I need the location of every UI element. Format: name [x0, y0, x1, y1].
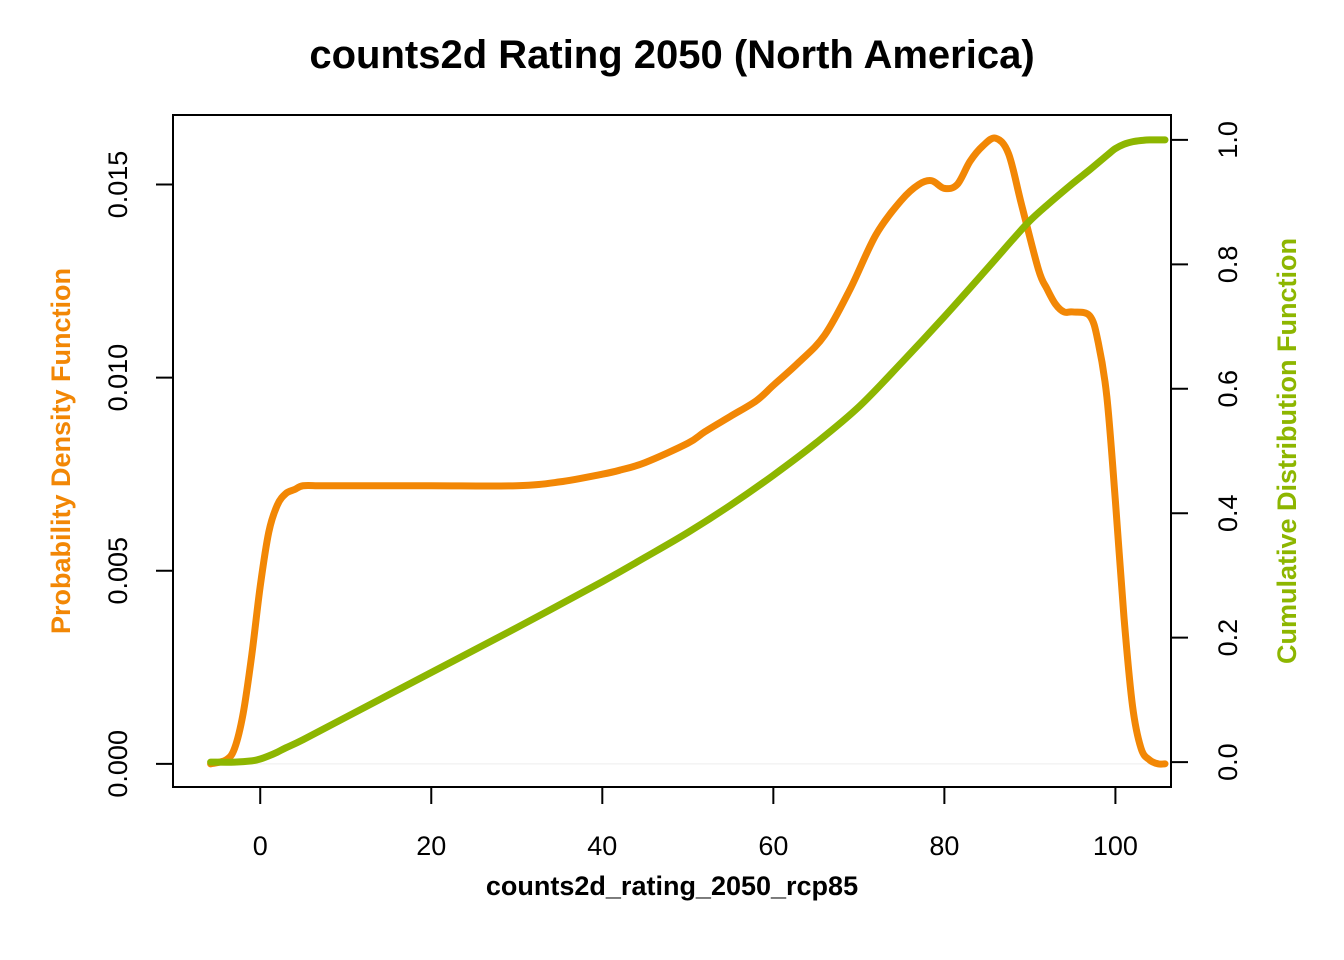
x-tick-label: 60	[758, 831, 788, 861]
y-right-tick-label: 1.0	[1213, 121, 1243, 159]
y-axis-right: 0.0 0.2 0.4 0.6 0.8 1.0	[1170, 121, 1243, 781]
y-right-tick-label: 0.8	[1213, 246, 1243, 284]
x-tick-label: 0	[253, 831, 268, 861]
y-right-tick-label: 0.0	[1213, 743, 1243, 781]
y-axis-label-right: Cumulative Distribution Function	[1272, 238, 1302, 664]
x-tick-label: 100	[1093, 831, 1138, 861]
chart-title: counts2d Rating 2050 (North America)	[309, 33, 1034, 77]
series-layer	[207, 134, 1169, 768]
y-left-tick-label: 0.015	[103, 151, 133, 219]
y-left-tick-label: 0.010	[103, 344, 133, 412]
y-axis-left: 0.000 0.005 0.010 0.015	[103, 151, 174, 798]
x-tick-label: 40	[587, 831, 617, 861]
y-right-tick-label: 0.2	[1213, 619, 1243, 657]
x-tick-label: 80	[929, 831, 959, 861]
x-tick-label: 20	[416, 831, 446, 861]
y-right-tick-label: 0.6	[1213, 370, 1243, 408]
cdf-line	[207, 136, 1169, 766]
y-left-tick-label: 0.000	[103, 730, 133, 798]
y-right-tick-label: 0.4	[1213, 494, 1243, 532]
x-axis-label: counts2d_rating_2050_rcp85	[486, 871, 858, 901]
pdf-line	[207, 134, 1169, 768]
y-left-tick-label: 0.005	[103, 537, 133, 605]
x-axis: 0 20 40 60 80 100	[253, 786, 1138, 861]
y-axis-label-left: Probability Density Function	[46, 268, 76, 634]
